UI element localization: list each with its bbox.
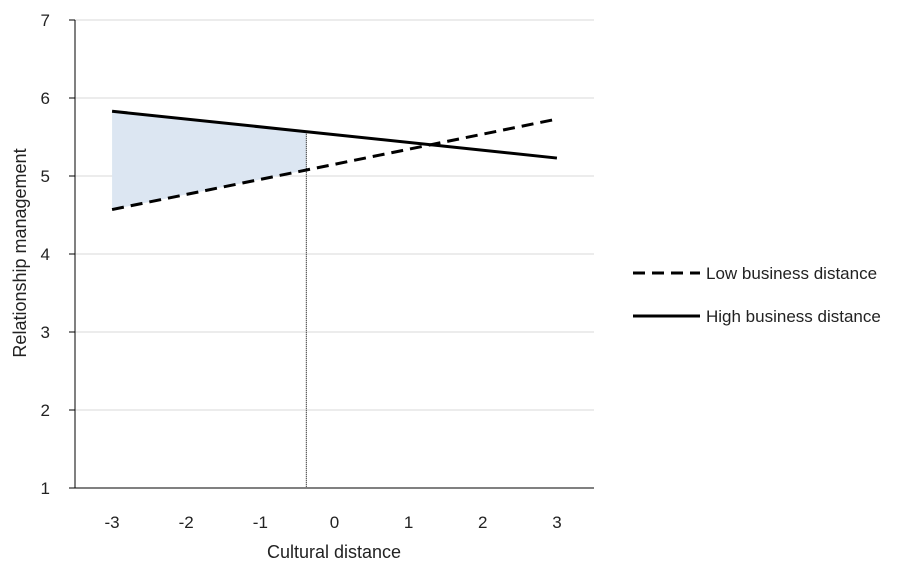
x-tick-label: -1 xyxy=(253,513,268,532)
x-tick-label: 0 xyxy=(330,513,339,532)
y-tick-label: 5 xyxy=(41,167,50,186)
series-line-high-business-distance xyxy=(111,109,558,160)
y-tick-label: 3 xyxy=(41,323,50,342)
x-axis-title: Cultural distance xyxy=(267,542,401,562)
significance-region xyxy=(112,111,307,488)
legend: Low business distance High business dista… xyxy=(633,264,881,326)
tick-labels: 1 2 3 4 5 6 7 -3 -2 -1 0 1 2 3 xyxy=(41,11,562,532)
series-lines xyxy=(111,109,558,212)
x-tick-label: 2 xyxy=(478,513,487,532)
x-tick-label: -3 xyxy=(105,513,120,532)
y-tick-label: 1 xyxy=(41,479,50,498)
y-tick-label: 2 xyxy=(41,401,50,420)
gridlines xyxy=(75,19,594,411)
x-tick-label: 3 xyxy=(552,513,561,532)
legend-label: Low business distance xyxy=(706,264,877,283)
y-tick-label: 7 xyxy=(41,11,50,30)
shaded-region xyxy=(112,111,307,210)
y-tick-label: 6 xyxy=(41,89,50,108)
y-tick-label: 4 xyxy=(41,245,50,264)
x-tick-label: -2 xyxy=(179,513,194,532)
y-axis-title: Relationship management xyxy=(10,148,30,357)
x-tick-label: 1 xyxy=(404,513,413,532)
axes xyxy=(69,19,594,489)
legend-label: High business distance xyxy=(706,307,881,326)
